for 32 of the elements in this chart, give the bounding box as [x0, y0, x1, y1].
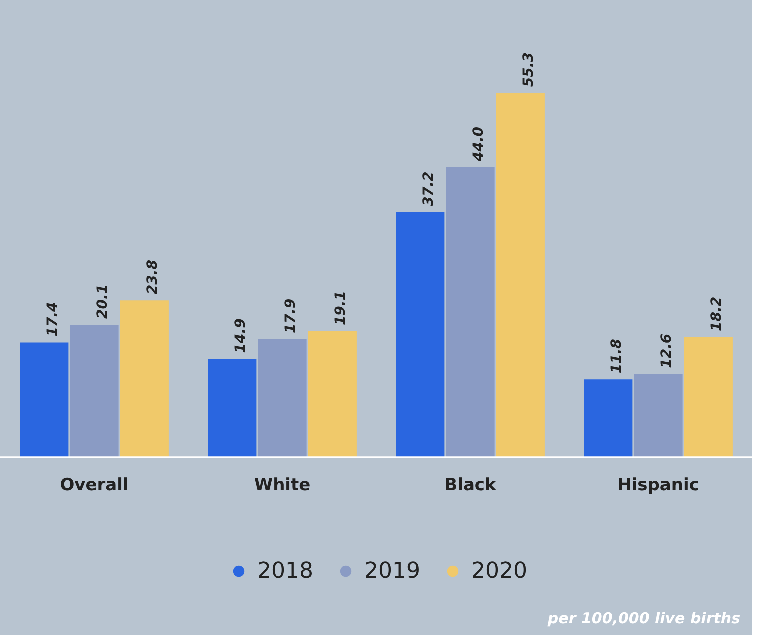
data-label: 18.2	[709, 296, 726, 332]
data-label: 14.9	[232, 318, 249, 354]
data-label: 19.1	[333, 291, 350, 326]
bar	[446, 168, 495, 458]
data-label: 55.3	[521, 52, 538, 88]
x-tick-label: Black	[444, 476, 498, 496]
data-label: 12.6	[659, 334, 675, 368]
data-label: 23.8	[145, 260, 162, 295]
bar	[584, 380, 633, 458]
bar	[396, 212, 445, 458]
data-label: 11.8	[608, 338, 625, 374]
bar	[634, 374, 683, 458]
bar	[308, 332, 357, 458]
text: per 100,000 live births	[546, 610, 741, 628]
legend-label: 2020	[472, 558, 528, 584]
bar	[496, 93, 545, 458]
x-tick-label: Hispanic	[618, 476, 700, 496]
legend-label: 2019	[364, 558, 420, 584]
data-label: 44.0	[471, 126, 487, 163]
bar	[120, 300, 169, 458]
data-label: 17.4	[44, 302, 61, 337]
bar	[208, 359, 257, 458]
bar	[258, 339, 307, 458]
bar	[684, 337, 733, 458]
bar	[70, 324, 119, 458]
data-label: 20.1	[95, 284, 111, 319]
legend-label: 2018	[258, 558, 314, 584]
x-tick-label: Overall	[60, 476, 129, 496]
data-label: 17.9	[283, 298, 299, 334]
x-tick-label: White	[254, 476, 311, 496]
bar	[20, 342, 69, 458]
data-label: 37.2	[420, 172, 437, 206]
